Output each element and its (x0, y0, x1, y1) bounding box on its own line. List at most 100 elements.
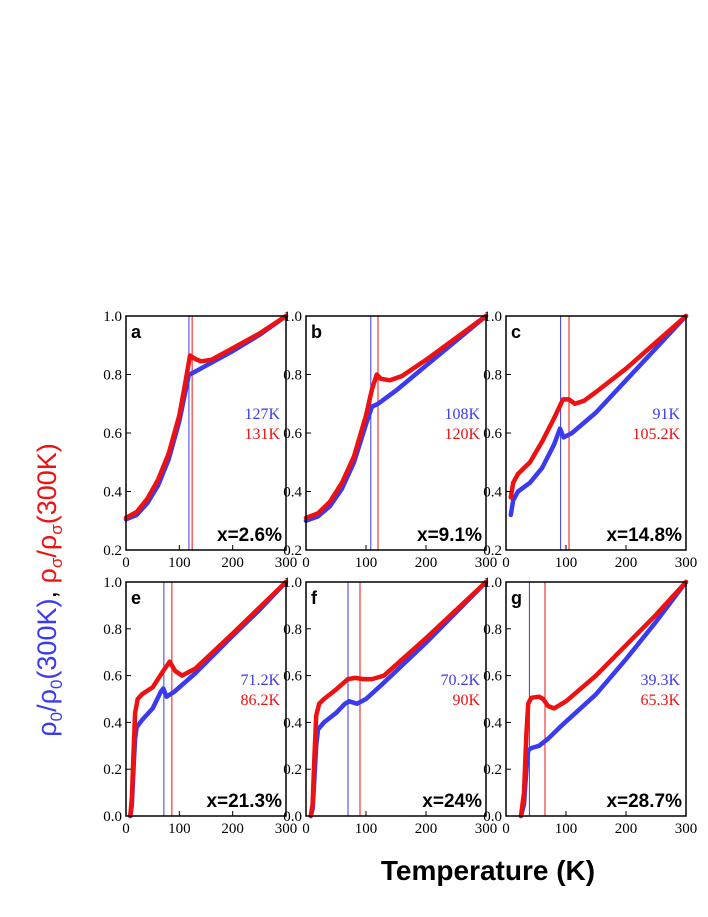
x-tick-label: 100 (555, 821, 578, 837)
series-line-red (123, 313, 289, 521)
y-tick-label: 0.6 (283, 669, 302, 685)
y-label-red-tail: (300K) (32, 443, 62, 524)
y-tick-label: 0.0 (483, 809, 502, 825)
y-tick-label: 0.4 (103, 715, 122, 731)
composition-label: x=2.6% (217, 525, 282, 546)
tc-value-blue: 70.2K (440, 672, 480, 689)
tc-value-blue: 71.2K (240, 672, 280, 689)
y-tick-label: 0.6 (283, 426, 302, 442)
y-tick-label: 0.2 (283, 762, 302, 778)
y-label-blue-mid: /ρ (32, 689, 62, 712)
y-label-red-sub2: σ (47, 524, 66, 535)
tc-value-red: 86.2K (240, 692, 280, 709)
y-tick-label: 1.0 (283, 309, 302, 325)
y-label-blue-sub2: 0 (47, 680, 66, 689)
panel-label: f (311, 588, 318, 608)
y-tick-label: 1.0 (283, 575, 302, 591)
panel-label: g (511, 588, 522, 608)
x-tick-label: 0 (502, 821, 510, 837)
series-line-red (518, 579, 689, 819)
y-tick-label: 0.8 (483, 368, 502, 384)
y-tick-label: 1.0 (483, 309, 502, 325)
panel-g: 0 100 200 300 0.0 0.2 0.4 0.6 0.8 1.0 g 39.3K 65.3K x… (483, 575, 697, 837)
y-tick-label: 0.0 (103, 809, 122, 825)
composition-label: x=14.8% (606, 525, 682, 546)
x-tick-label: 200 (415, 555, 438, 571)
x-tick-label: 100 (355, 821, 378, 837)
y-axis-label: ρ0/ρ0(300K), ρσ/ρσ(300K) (32, 443, 66, 737)
x-tick-label: 0 (302, 821, 310, 837)
composition-label: x=28.7% (606, 791, 682, 812)
y-tick-label: 0.0 (283, 809, 302, 825)
y-tick-label: 1.0 (103, 309, 122, 325)
tc-value-blue: 91K (652, 406, 680, 423)
x-tick-label: 300 (275, 821, 298, 837)
y-tick-label: 0.2 (483, 762, 502, 778)
tc-value-red: 131K (244, 426, 280, 443)
y-tick-label: 1.0 (103, 575, 122, 591)
tc-value-blue: 127K (244, 406, 280, 423)
y-label-red-sub: σ (47, 557, 66, 568)
panel-a: 0 100 200 300 0.2 0.4 0.6 0.8 1.0 a 127K 131K x=2.6% (103, 309, 297, 571)
x-tick-label: 200 (221, 821, 244, 837)
tc-value-red: 105.2K (632, 426, 680, 443)
composition-label: x=9.1% (417, 525, 482, 546)
x-tick-label: 100 (168, 555, 191, 571)
panel-label: e (131, 588, 141, 608)
x-tick-label: 300 (275, 555, 298, 571)
plot-frame (305, 581, 487, 817)
y-label-red-mid: /ρ (32, 535, 62, 558)
y-tick-label: 0.8 (483, 622, 502, 638)
x-tick-label: 300 (675, 821, 698, 837)
panels-group: 0 100 200 300 0.2 0.4 0.6 0.8 1.0 a 127K 131K x=2.6%… (103, 309, 697, 837)
y-label-comma: , (32, 584, 62, 599)
tc-value-blue: 39.3K (640, 672, 680, 689)
x-tick-label: 200 (615, 821, 638, 837)
panel-b: 0 100 200 300 0.2 0.4 0.6 0.8 1.0 b 108K 120K x=9.1% (283, 309, 497, 571)
panel-c: 0 100 200 300 0.2 0.4 0.6 0.8 1.0 c 91K 105.2K x=14.… (483, 309, 697, 571)
x-tick-label: 100 (168, 821, 191, 837)
panel-f: 0 100 200 300 0.0 0.2 0.4 0.6 0.8 1.0 f 70.2K 90K x=2… (283, 575, 497, 837)
y-tick-label: 0.6 (483, 426, 502, 442)
y-tick-label: 0.4 (483, 715, 502, 731)
y-tick-label: 0.8 (283, 368, 302, 384)
panel-e: 0 100 200 300 0.0 0.2 0.4 0.6 0.8 1.0 e 71.2K 86.2K x… (103, 575, 297, 837)
y-tick-label: 0.8 (103, 622, 122, 638)
x-tick-label: 200 (615, 555, 638, 571)
x-tick-label: 200 (415, 821, 438, 837)
series-line-red (303, 313, 489, 521)
y-tick-label: 0.4 (283, 715, 302, 731)
tc-value-red: 65.3K (640, 692, 680, 709)
series-line-red (128, 579, 289, 819)
x-axis-label: Temperature (K) (381, 855, 595, 886)
y-tick-label: 0.6 (483, 669, 502, 685)
y-tick-label: 0.6 (103, 426, 122, 442)
y-tick-label: 0.8 (103, 368, 122, 384)
composition-label: x=24% (422, 791, 482, 812)
y-tick-label: 0.2 (103, 543, 122, 559)
x-tick-label: 100 (355, 555, 378, 571)
x-tick-label: 300 (475, 821, 498, 837)
tc-value-red: 90K (452, 692, 480, 709)
y-label-blue-rho: ρ (32, 721, 62, 736)
x-tick-label: 0 (302, 555, 310, 571)
y-tick-label: 0.8 (283, 622, 302, 638)
series-line-blue (303, 313, 489, 524)
panel-label: a (131, 322, 142, 342)
composition-label: x=21.3% (206, 791, 282, 812)
series-line-red (508, 313, 689, 500)
y-label-red-rho: ρ (32, 568, 62, 583)
x-tick-label: 0 (502, 555, 510, 571)
y-label-blue-sub: 0 (47, 712, 66, 721)
x-tick-label: 0 (122, 555, 130, 571)
series-line-red (308, 579, 489, 819)
x-tick-label: 300 (675, 555, 698, 571)
y-label-blue-tail: (300K) (32, 599, 62, 680)
y-tick-label: 0.4 (103, 485, 122, 501)
y-tick-label: 1.0 (483, 575, 502, 591)
x-tick-label: 100 (555, 555, 578, 571)
panel-label: c (511, 322, 521, 342)
x-tick-label: 0 (122, 821, 130, 837)
tc-value-red: 120K (444, 426, 480, 443)
